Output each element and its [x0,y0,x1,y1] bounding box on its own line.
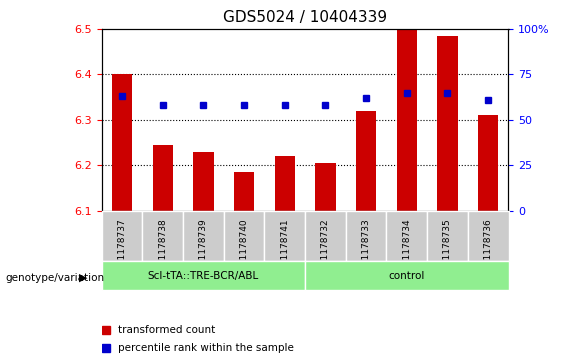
FancyBboxPatch shape [427,211,468,261]
Text: GSM1178733: GSM1178733 [362,218,371,279]
FancyBboxPatch shape [102,261,305,290]
Bar [315,163,336,211]
Text: GSM1178737: GSM1178737 [118,218,127,279]
Text: genotype/variation: genotype/variation [6,273,105,283]
FancyBboxPatch shape [183,211,224,261]
Text: GSM1178736: GSM1178736 [484,218,493,279]
Bar [397,29,417,211]
Text: GSM1178732: GSM1178732 [321,218,330,279]
FancyBboxPatch shape [264,211,305,261]
Text: transformed count: transformed count [118,325,215,335]
Text: GSM1178740: GSM1178740 [240,218,249,279]
Bar [437,36,458,211]
Text: ▶: ▶ [79,273,88,283]
Text: ScI-tTA::TRE-BCR/ABL: ScI-tTA::TRE-BCR/ABL [148,271,259,281]
Text: GSM1178738: GSM1178738 [158,218,167,279]
FancyBboxPatch shape [468,211,508,261]
Text: GSM1178734: GSM1178734 [402,218,411,279]
Bar [356,111,376,211]
FancyBboxPatch shape [386,211,427,261]
Text: GSM1178735: GSM1178735 [443,218,452,279]
Bar [153,145,173,211]
FancyBboxPatch shape [305,211,346,261]
Bar [193,151,214,211]
Text: control: control [389,271,425,281]
Text: GSM1178741: GSM1178741 [280,218,289,279]
FancyBboxPatch shape [224,211,264,261]
Text: percentile rank within the sample: percentile rank within the sample [118,343,294,354]
Bar [112,74,132,211]
Bar [478,115,498,211]
Bar [234,172,254,211]
FancyBboxPatch shape [305,261,508,290]
FancyBboxPatch shape [346,211,386,261]
Bar [275,156,295,211]
Text: GSM1178739: GSM1178739 [199,218,208,279]
Title: GDS5024 / 10404339: GDS5024 / 10404339 [223,10,387,25]
FancyBboxPatch shape [102,211,142,261]
FancyBboxPatch shape [142,211,183,261]
